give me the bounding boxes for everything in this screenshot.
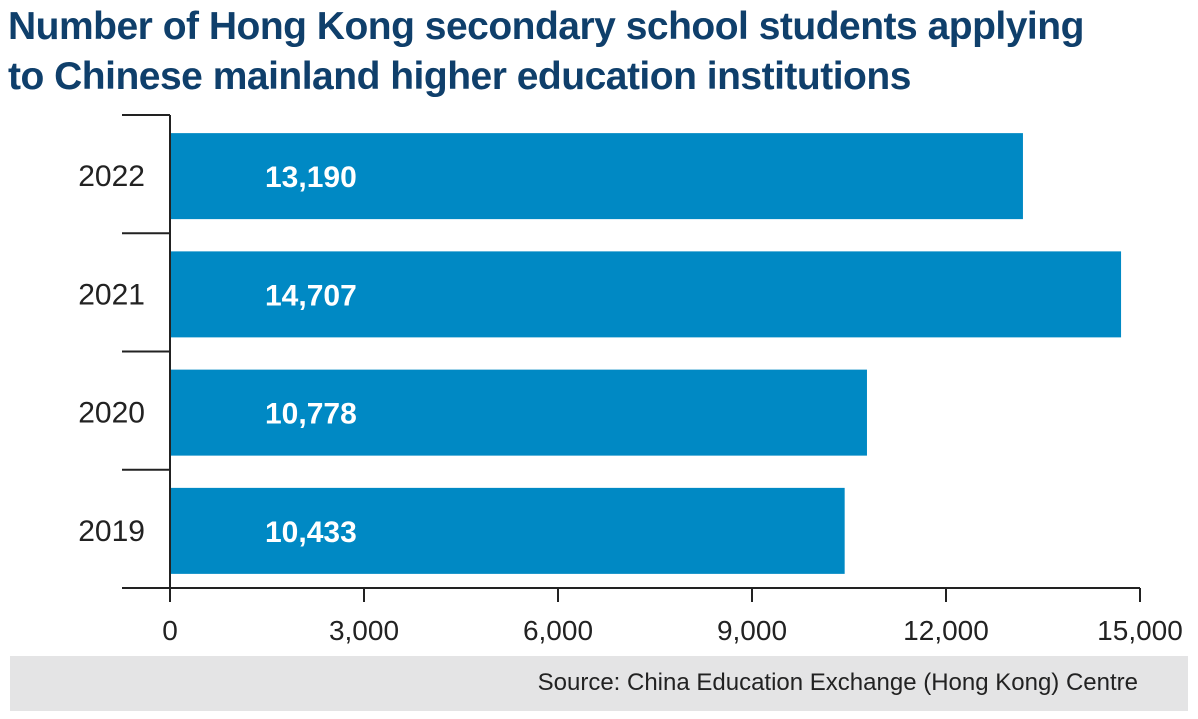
source-text: Source: China Education Exchange (Hong K… [537, 669, 1138, 696]
chart-title-line-2: to Chinese mainland higher education ins… [8, 55, 911, 98]
bars-group: 13,190 14,707 10,778 10,433 [170, 133, 1122, 574]
bar-value-label-2021: 14,707 [265, 279, 357, 312]
bar-2020 [170, 369, 867, 456]
category-label-2020: 2020 [78, 397, 145, 430]
x-tick-label-3,000: 3,000 [329, 615, 399, 646]
x-tick-label-15,000: 15,000 [1097, 615, 1183, 646]
category-label-2021: 2021 [78, 278, 145, 311]
bar-value-label-2019: 10,433 [265, 516, 357, 549]
x-tick-label-6,000: 6,000 [523, 615, 593, 646]
bar-2019 [170, 487, 845, 574]
axes-group: 2022 2021 2020 2019 0 3,000 6,000 9,000 12,000 15… [78, 114, 1183, 646]
bar-value-label-2022: 13,190 [265, 161, 357, 194]
x-tick-label-9,000: 9,000 [717, 615, 787, 646]
bar-chart: 13,190 14,707 10,778 10,433 2022 2021 2020 201… [78, 114, 1183, 646]
chart-title-line-1: Number of Hong Kong secondary school stu… [8, 5, 1084, 48]
bar-2021 [170, 251, 1122, 338]
x-tick-label-12,000: 12,000 [903, 615, 989, 646]
bar-value-label-2020: 10,778 [265, 398, 357, 431]
category-label-2022: 2022 [78, 160, 145, 193]
source-bar: Source: China Education Exchange (Hong K… [10, 656, 1188, 711]
bar-2022 [170, 133, 1023, 220]
x-tick-label-0: 0 [162, 615, 178, 646]
category-label-2019: 2019 [78, 515, 145, 548]
chart-title: Number of Hong Kong secondary school stu… [8, 2, 1188, 102]
